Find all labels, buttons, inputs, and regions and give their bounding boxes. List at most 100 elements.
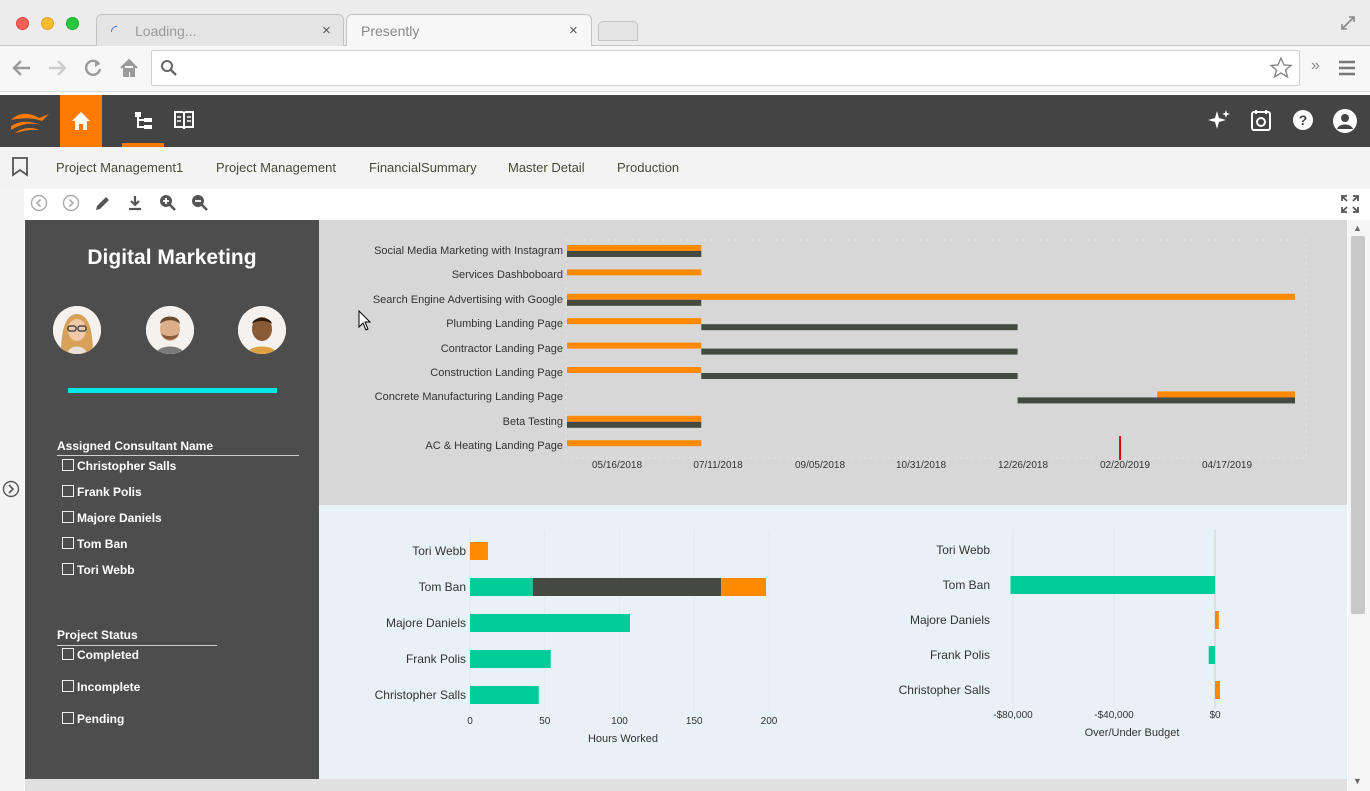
next-icon[interactable] [62,194,80,212]
tab-financial-summary[interactable]: FinancialSummary [369,160,477,175]
help-icon[interactable]: ? [1292,109,1314,131]
tab-master-detail[interactable]: Master Detail [508,160,585,175]
category-label: Majore Daniels [909,613,990,627]
previous-icon[interactable] [30,194,48,212]
bookmark-star-icon[interactable] [1269,56,1293,80]
category-label: Tori Webb [412,544,466,558]
filter-option[interactable]: Tori Webb [62,563,176,589]
browser-tab-presently[interactable]: Presently × [346,14,592,46]
checkbox[interactable] [62,511,74,523]
filter-option-label: Tom Ban [77,537,128,551]
expand-panel-icon[interactable] [2,480,20,498]
zoom-out-icon[interactable] [190,193,209,212]
filter-option[interactable]: Christopher Salls [62,459,176,485]
minimize-window-button[interactable] [41,17,54,30]
gantt-task-label: Contractor Landing Page [440,342,563,355]
dashboard-toolbar [24,189,1370,219]
tab-project-management[interactable]: Project Management [216,160,336,175]
active-nav-indicator [122,143,164,147]
back-arrow-icon[interactable] [10,57,34,79]
close-window-button[interactable] [16,17,29,30]
gantt-bar [567,318,702,325]
filter-divider [57,455,299,456]
budget-axis-title: Over/Under Budget [1084,727,1180,739]
consultant-filter-list: Christopher Salls Frank Polis Majore Dan… [62,459,176,589]
axis-tick: 50 [539,716,551,727]
gantt-task-label: Plumbing Landing Page [446,318,563,331]
avatar [53,306,101,354]
gantt-bar [567,251,702,257]
axis-tick: 200 [760,716,778,727]
category-label: Majore Daniels [385,616,466,630]
gantt-bar [567,440,702,447]
checkbox[interactable] [62,648,74,660]
checkbox[interactable] [62,563,74,575]
tab-close-icon[interactable]: × [322,22,331,39]
forward-arrow-icon[interactable] [45,57,69,79]
checkbox[interactable] [62,537,74,549]
avatar [238,306,286,354]
mouse-cursor-icon [358,310,372,331]
book-icon[interactable] [173,109,195,131]
reload-icon[interactable] [82,57,104,79]
category-label: Frank Polis [405,652,466,666]
extensions-overflow-icon[interactable]: » [1311,57,1320,74]
menu-icon[interactable] [1337,58,1357,78]
checkbox[interactable] [62,712,74,724]
dashboard-settings-icon[interactable] [1250,108,1274,134]
horizontal-scrollbar[interactable] [25,779,1347,791]
tab-close-icon[interactable]: × [569,22,578,39]
gantt-bar [701,373,1018,379]
budget-bar [1208,646,1215,664]
tab-project-management1[interactable]: Project Management1 [56,160,184,175]
avatar [146,306,194,354]
axis-tick: -$80,000 [993,710,1033,721]
tree-icon[interactable] [133,110,153,130]
filter-option[interactable]: Frank Polis [62,485,176,511]
home-button[interactable] [60,95,102,147]
loading-spinner-icon: ◜ [111,23,118,40]
filter-option[interactable]: Tom Ban [62,537,176,563]
download-icon[interactable] [126,194,144,212]
checkbox[interactable] [62,459,74,471]
lower-charts-panel [319,505,1347,779]
budget-bar [1215,681,1221,699]
scrollbar-thumb[interactable] [1351,236,1365,614]
tab-production[interactable]: Production [617,160,680,175]
tab-title: Loading... [135,23,197,39]
gantt-date-tick: 09/05/2018 [794,460,846,471]
filter-option[interactable]: Pending [62,712,140,744]
category-label: Christopher Salls [898,683,990,697]
scroll-up-arrow-icon[interactable]: ▲ [1353,223,1362,233]
gantt-task-label: Social Media Marketing with Instagram [374,245,563,257]
category-label: Tom Ban [418,580,466,594]
gantt-date-tick: 05/16/2018 [591,460,643,471]
bookmark-icon[interactable] [11,157,29,177]
user-account-icon[interactable] [1332,108,1358,134]
new-tab-button[interactable] [598,21,638,41]
home-icon[interactable] [118,57,140,79]
filter-option[interactable]: Completed [62,648,140,680]
checkbox[interactable] [62,680,74,692]
zoom-in-icon[interactable] [158,193,177,212]
gantt-date-tick: 02/20/2019 [1099,460,1151,471]
home-icon [72,112,90,130]
zoom-window-button[interactable] [66,17,79,30]
checkbox[interactable] [62,485,74,497]
browser-tab-loading[interactable]: ◜ Loading... × [96,14,344,46]
address-bar[interactable] [151,50,1300,86]
filter-option-label: Completed [77,648,140,662]
hours-bar [470,650,551,668]
filter-option-label: Majore Daniels [77,511,162,525]
fullscreen-icon[interactable] [1339,14,1357,32]
filter-option[interactable]: Incomplete [62,680,140,712]
filter-option[interactable]: Majore Daniels [62,511,176,537]
logo-icon [11,113,49,133]
edit-pencil-icon[interactable] [94,194,112,212]
expand-view-icon[interactable] [1340,194,1360,214]
category-label: Christopher Salls [374,688,466,702]
hours-axis-title: Hours Worked [587,733,659,745]
sparkle-icon[interactable] [1207,109,1231,133]
scroll-down-arrow-icon[interactable]: ▼ [1353,776,1362,786]
gantt-date-tick: 10/31/2018 [895,460,947,471]
